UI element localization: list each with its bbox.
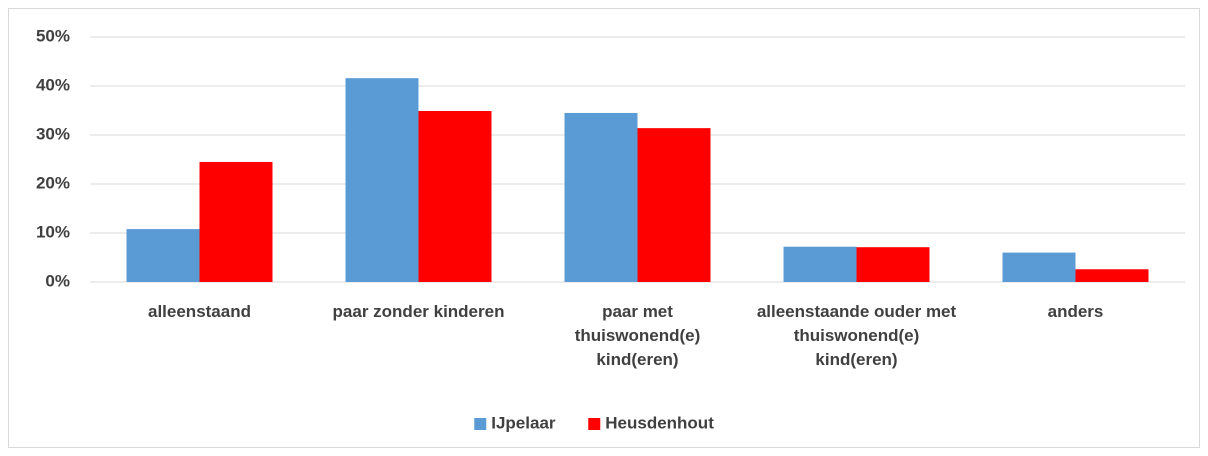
bar <box>1075 269 1149 282</box>
x-tick-label: alleenstaand <box>148 302 251 321</box>
y-tick-label: 10% <box>36 222 70 241</box>
bar <box>126 229 200 282</box>
legend-swatch <box>474 418 487 430</box>
bar <box>1002 252 1076 282</box>
bar <box>783 246 857 282</box>
bar <box>856 247 930 282</box>
legend-swatch <box>588 418 601 430</box>
y-tick-label: 20% <box>36 173 70 192</box>
bar <box>199 161 273 282</box>
bar <box>637 128 711 282</box>
y-tick-label: 50% <box>36 26 70 45</box>
bar <box>418 110 492 283</box>
x-tick-label: paar met thuiswonend(e) kind(eren) <box>574 302 701 369</box>
y-tick-label: 0% <box>45 271 70 290</box>
x-tick-label: alleenstaande ouder met thuiswonend(e) k… <box>756 302 957 369</box>
y-tick-label: 30% <box>36 124 70 143</box>
legend-label: Heusdenhout <box>605 413 714 432</box>
bar <box>345 78 419 282</box>
x-tick-label: paar zonder kinderen <box>332 302 505 321</box>
bar <box>564 112 638 282</box>
legend-label: IJpelaar <box>491 413 556 432</box>
x-tick-label: anders <box>1047 302 1104 321</box>
y-tick-label: 40% <box>36 75 70 94</box>
